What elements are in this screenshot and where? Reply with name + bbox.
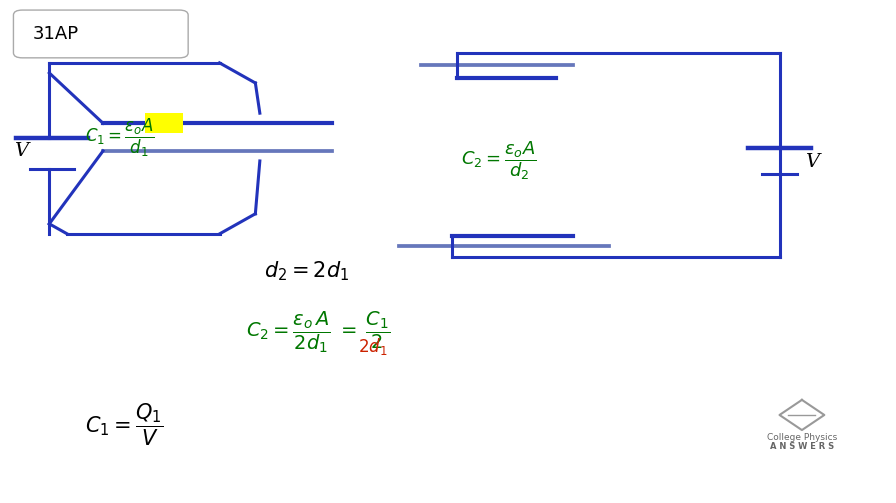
FancyBboxPatch shape xyxy=(13,10,188,58)
Text: 31AP: 31AP xyxy=(33,25,79,43)
Text: V: V xyxy=(13,142,28,160)
Text: $2d_1$: $2d_1$ xyxy=(358,336,388,357)
Text: A N S W E R S: A N S W E R S xyxy=(770,442,834,451)
Bar xyxy=(145,113,183,133)
Text: V: V xyxy=(805,153,819,171)
Text: $C_2 = \dfrac{\varepsilon_o\, A}{2d_1}\; =\; \dfrac{C_1}{2}$: $C_2 = \dfrac{\varepsilon_o\, A}{2d_1}\;… xyxy=(246,309,391,355)
Text: $C_1 = \dfrac{Q_1}{V}$: $C_1 = \dfrac{Q_1}{V}$ xyxy=(85,402,164,448)
Text: $d_2 = 2d_1$: $d_2 = 2d_1$ xyxy=(264,260,349,283)
Text: College Physics: College Physics xyxy=(767,433,837,442)
Text: $C_1 = \dfrac{\varepsilon_o A}{d_1}$: $C_1 = \dfrac{\varepsilon_o A}{d_1}$ xyxy=(85,117,155,159)
Text: $C_2 = \dfrac{\varepsilon_o A}{d_2}$: $C_2 = \dfrac{\varepsilon_o A}{d_2}$ xyxy=(461,140,537,182)
